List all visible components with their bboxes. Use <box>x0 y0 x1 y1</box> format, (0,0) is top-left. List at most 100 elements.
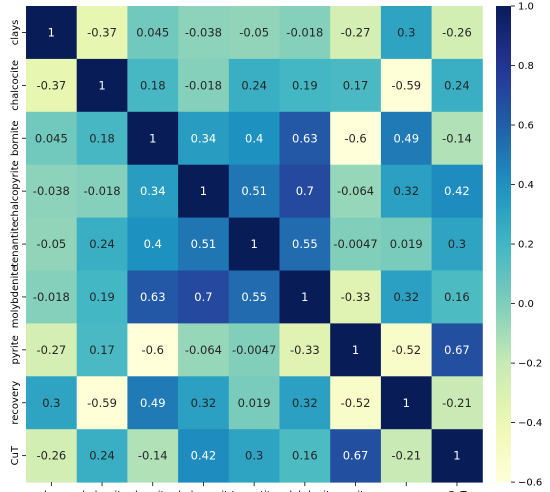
heatmap-cell <box>26 429 78 483</box>
heatmap-cell <box>330 164 382 219</box>
heatmap-cell <box>380 323 433 377</box>
cell-value-label: -0.37 <box>87 25 117 39</box>
row-tick-labels: clays chalcocite bornite chalcopyritetenant… <box>10 20 26 465</box>
heatmap-cell <box>178 270 230 324</box>
cell-value-label: -0.26 <box>36 449 66 463</box>
heatmap-cell <box>26 111 78 166</box>
column-tick-label: CuT <box>447 490 467 492</box>
heatmap-cell <box>431 376 483 430</box>
heatmap-cell <box>228 111 280 166</box>
cell-value-label: -0.21 <box>391 449 421 463</box>
heatmap-cell <box>380 217 433 271</box>
heatmap-cell <box>76 58 128 113</box>
cell-value-label: 0.17 <box>343 78 369 92</box>
row-tick-label: CuT <box>10 445 21 465</box>
cell-value-label: 0.18 <box>89 131 115 145</box>
heatmap-cell <box>228 323 280 377</box>
cell-value-label: -0.59 <box>391 78 421 92</box>
cell-value-label: -0.33 <box>341 290 371 304</box>
heatmap-cell <box>228 376 280 430</box>
cell-value-label: 0.63 <box>292 131 318 145</box>
heatmap-cell <box>178 58 230 113</box>
cell-value-label: 0.019 <box>238 396 271 410</box>
cell-value-label: 0.045 <box>136 25 169 39</box>
cell-value-label: 0.49 <box>393 131 419 145</box>
cell-value-label: 0.32 <box>393 184 419 198</box>
cell-value-label: 0.7 <box>194 290 212 304</box>
heatmap-cell <box>127 376 179 430</box>
cell-value-label: -0.05 <box>36 237 66 251</box>
cell-value-label: -0.26 <box>442 25 472 39</box>
heatmap-cell <box>330 323 382 377</box>
heatmap-cell <box>26 58 78 113</box>
column-tick-label: clays <box>39 490 65 492</box>
heatmap-cell <box>26 323 78 377</box>
row-tick-label: chalcocite <box>10 60 21 111</box>
cell-value-label: 0.63 <box>140 290 166 304</box>
heatmap-cell <box>431 6 483 60</box>
heatmap-cell <box>279 217 331 271</box>
cell-value-label: 1 <box>403 396 410 410</box>
cell-value-label: -0.27 <box>341 25 371 39</box>
cell-value-label: 0.4 <box>144 237 162 251</box>
heatmap-cell <box>178 6 230 60</box>
cell-value-label: 0.3 <box>245 449 263 463</box>
heatmap-cell <box>228 217 280 271</box>
cell-value-label: 0.24 <box>241 78 267 92</box>
row-tick-label: chalcopyrite <box>10 160 21 222</box>
cell-value-label: 0.24 <box>89 237 115 251</box>
cell-value-label: 0.34 <box>140 184 166 198</box>
heatmap-cell <box>178 217 230 271</box>
heatmap-cell <box>127 58 179 113</box>
column-tick-label: pyrite <box>341 490 370 492</box>
heatmap-cell <box>330 111 382 166</box>
heatmap-cell <box>76 6 128 60</box>
cell-value-label: 1 <box>301 290 308 304</box>
cell-value-label: -0.018 <box>286 25 323 39</box>
heatmap-cell <box>76 270 128 324</box>
cell-value-label: 0.16 <box>444 290 470 304</box>
cell-value-label: -0.038 <box>33 184 70 198</box>
heatmap-cell <box>178 164 230 219</box>
heatmap-cell <box>76 217 128 271</box>
cell-value-label: 1 <box>149 131 156 145</box>
row-tick-label: molybdenite <box>10 266 21 329</box>
heatmap-cell <box>228 58 280 113</box>
cell-value-label: -0.018 <box>84 184 121 198</box>
heatmap-cell <box>228 164 280 219</box>
cell-value-label: 0.24 <box>89 449 115 463</box>
heatmap-cell <box>228 270 280 324</box>
cell-value-label: 0.32 <box>393 290 419 304</box>
cell-value-label: -0.064 <box>185 343 222 357</box>
cell-value-label: 0.16 <box>292 449 318 463</box>
heatmap-cell <box>26 376 78 430</box>
cell-value-label: 1 <box>98 78 105 92</box>
cell-value-label: 0.045 <box>35 131 68 145</box>
colorbar-tick-label: −0.6 <box>518 478 542 489</box>
cell-value-label: 0.51 <box>241 184 267 198</box>
heatmap-cell <box>431 58 483 113</box>
cell-value-label: 1 <box>200 184 207 198</box>
heatmap-cell <box>380 270 433 324</box>
heatmap-cell <box>26 217 78 271</box>
heatmap-cell <box>228 429 280 483</box>
cell-value-label: 0.4 <box>245 131 263 145</box>
cell-value-label: -0.14 <box>138 449 168 463</box>
cell-value-label: 1 <box>352 343 359 357</box>
heatmap-cell <box>127 270 179 324</box>
column-tick-label: tenantite <box>231 490 277 492</box>
row-tick-label: recovery <box>10 381 21 425</box>
cell-value-label: -0.0047 <box>333 237 377 251</box>
cell-value-label: 0.51 <box>191 237 217 251</box>
cell-value-label: 0.55 <box>241 290 267 304</box>
cell-value-label: 0.3 <box>397 25 415 39</box>
heatmap-cell <box>380 6 433 60</box>
cell-value-label: -0.52 <box>391 343 421 357</box>
cell-value-label: 0.7 <box>296 184 314 198</box>
colorbar-tick-label: 0.2 <box>518 240 534 251</box>
heatmap-cell <box>127 6 179 60</box>
cell-value-label: 0.34 <box>191 131 217 145</box>
heatmap-cell <box>431 323 483 377</box>
cell-value-label: 0.19 <box>292 78 318 92</box>
